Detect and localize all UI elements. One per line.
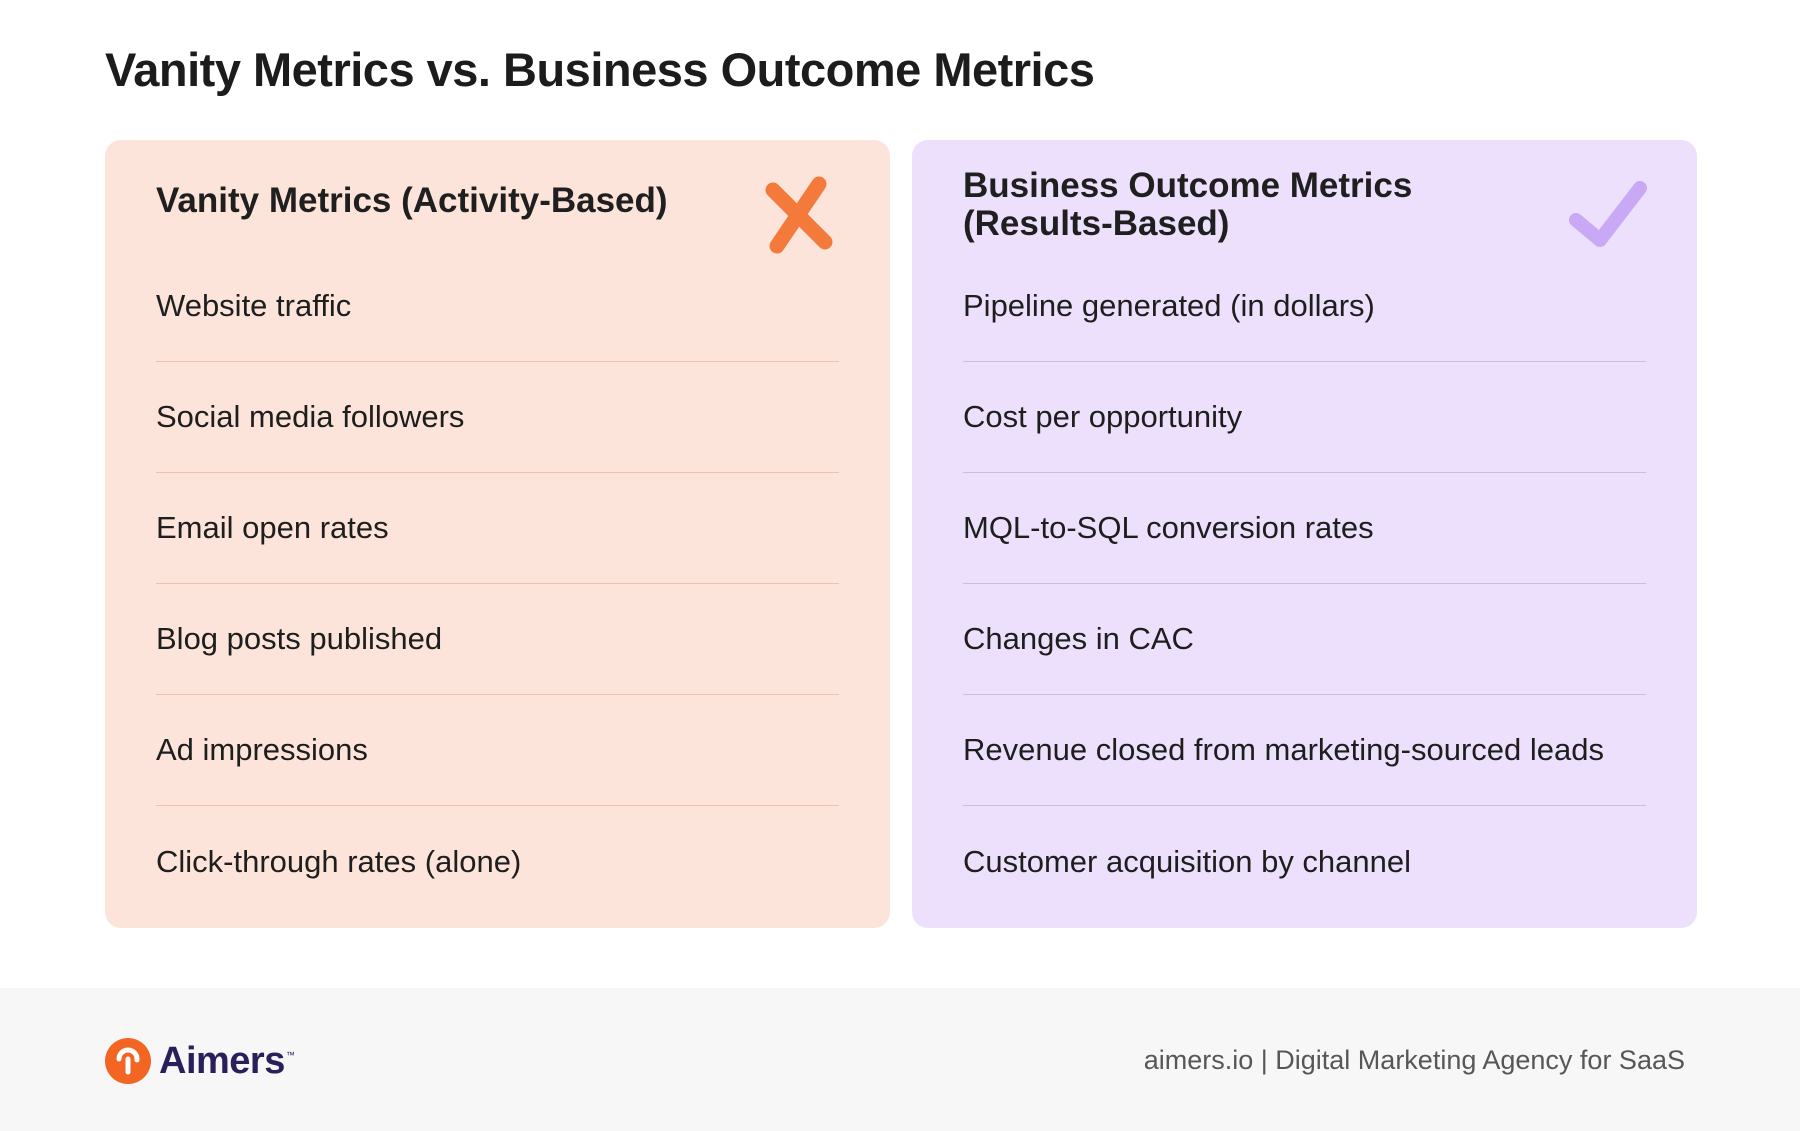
outcome-metrics-list: Pipeline generated (in dollars) Cost per… [963,251,1646,917]
vanity-metric-item: Blog posts published [156,584,839,695]
vanity-metrics-heading: Vanity Metrics (Activity-Based) [156,181,668,220]
outcome-heading-line1: Business Outcome Metrics [963,166,1413,205]
outcome-metric-item: Customer acquisition by channel [963,843,1412,879]
footer: Aimers ™ aimers.io | Digital Marketing A… [0,988,1800,1131]
brand-name: Aimers [159,1039,285,1082]
vanity-metrics-list: Website traffic Social media followers E… [156,251,839,917]
vanity-metric-item: Website traffic [156,251,839,362]
outcome-metric-item: MQL-to-SQL conversion rates [963,473,1646,584]
outcome-metric-item: Cost per opportunity [963,362,1646,473]
checkmark-icon [1564,174,1650,260]
brand-trademark: ™ [285,1050,295,1060]
page-title: Vanity Metrics vs. Business Outcome Metr… [105,43,1095,96]
footer-tagline: aimers.io | Digital Marketing Agency for… [1143,1045,1685,1075]
aimers-logo-icon [105,1038,151,1084]
outcome-metric-item: Revenue closed from marketing-sourced le… [963,695,1646,806]
outcome-metrics-card: Business Outcome Metrics (Results-Based)… [912,140,1697,928]
vanity-metric-item: Email open rates [156,473,839,584]
outcome-metrics-heading: Business Outcome Metrics (Results-Based) [963,167,1412,243]
outcome-metric-item: Pipeline generated (in dollars) [963,251,1646,362]
brand-logo[interactable]: Aimers ™ [105,1038,295,1084]
outcome-metric-item: Changes in CAC [963,584,1646,695]
vanity-metrics-card: Vanity Metrics (Activity-Based) Website … [105,140,890,928]
vanity-metric-item: Click-through rates (alone) [156,843,522,879]
vanity-metric-item: Social media followers [156,362,839,473]
outcome-heading-line2: (Results-Based) [963,204,1230,243]
vanity-metric-item: Ad impressions [156,695,839,806]
x-mark-icon [755,174,841,260]
